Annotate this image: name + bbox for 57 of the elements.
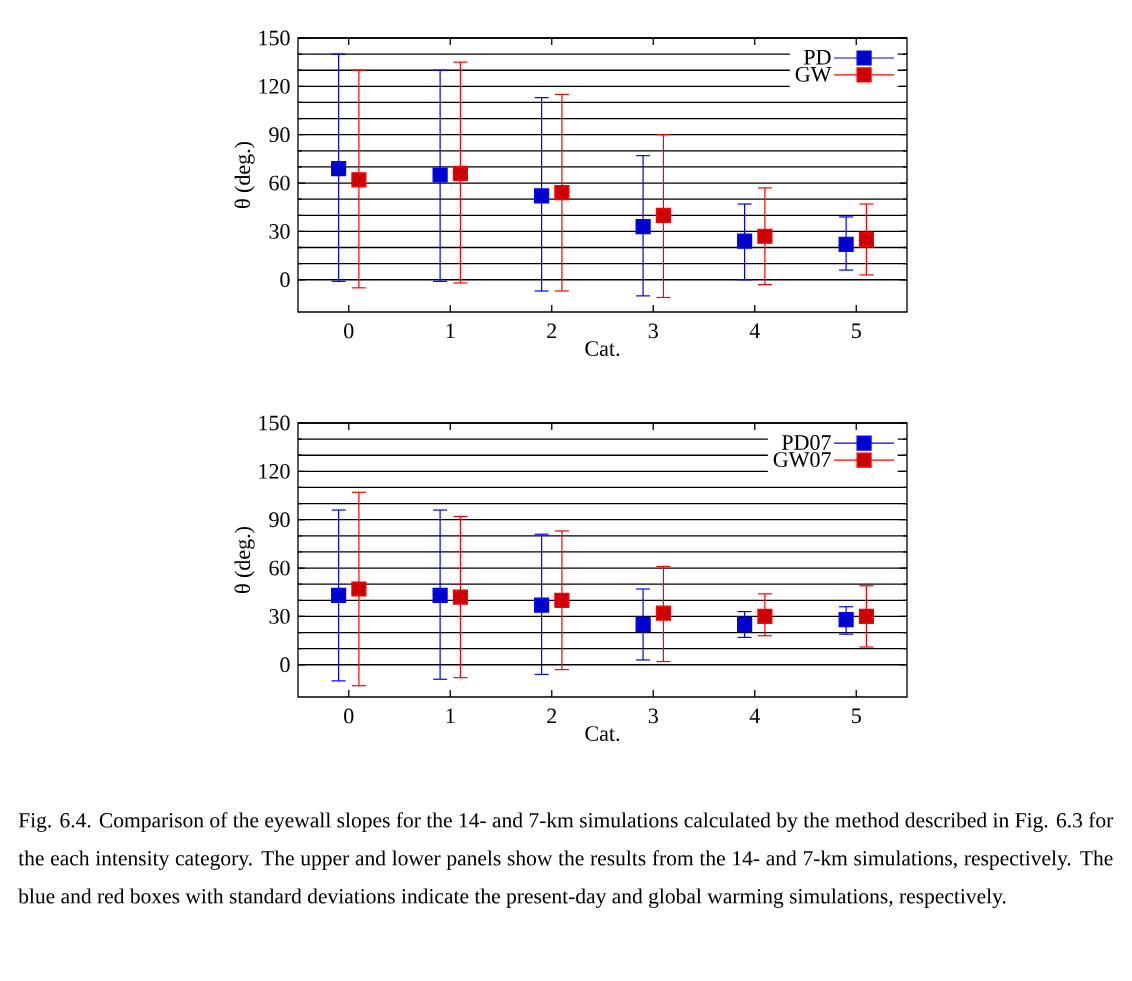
legend-label: PD <box>804 50 831 65</box>
x-axis-title: Cat. <box>585 341 620 357</box>
point <box>331 160 347 177</box>
x-tick-label: 0 <box>344 708 354 724</box>
point <box>534 597 550 613</box>
y-tick-label: 30 <box>269 223 290 239</box>
y-tick-label: 0 <box>280 657 290 673</box>
caption: Fig. 6.4. Comparison of the eyewall slopes for the 14- and 7-km simulations calculated by the method described in Fig. 6.3 for the each intensity category. The upper and lower panels show the results from the 14- and 7-km simulations, respectively. The blue and red boxes with standard deviations indicate the present-day and global warming simulations, respectively. <box>18 812 1114 908</box>
point <box>635 218 651 235</box>
point <box>351 172 367 188</box>
point <box>534 188 550 204</box>
y-tick-label: 90 <box>269 512 290 528</box>
x-tick-label: 1 <box>446 708 455 724</box>
y-tick-label: 60 <box>269 175 290 191</box>
y-tick-label: 0 <box>280 272 290 288</box>
point <box>635 616 651 633</box>
point <box>452 165 468 181</box>
y-tick-label: 150 <box>259 30 290 46</box>
point <box>554 592 570 608</box>
point <box>655 207 672 223</box>
y-tick-label: 120 <box>259 78 290 94</box>
x-tick-label: 5 <box>852 323 861 339</box>
point <box>351 581 367 597</box>
x-tick-label: 3 <box>648 323 658 339</box>
x-tick-label: 2 <box>547 708 557 724</box>
y-tick-label: 150 <box>259 415 290 431</box>
point <box>858 608 875 625</box>
x-tick-label: 4 <box>749 708 760 723</box>
x-tick-label: 0 <box>344 323 354 339</box>
point <box>331 587 347 604</box>
point <box>858 231 875 248</box>
x-axis-title: Cat. <box>585 726 620 742</box>
legend-label: PD07 <box>782 435 831 450</box>
point <box>737 233 753 249</box>
point <box>452 589 468 605</box>
x-tick-label: 4 <box>749 323 760 338</box>
y-axis-title: θ (deg.) <box>234 141 255 208</box>
point <box>432 167 448 183</box>
x-tick-label: 1 <box>446 323 455 339</box>
point <box>737 616 753 633</box>
x-tick-label: 2 <box>547 323 557 339</box>
x-tick-label: 3 <box>648 708 658 724</box>
point <box>432 587 448 604</box>
y-tick-label: 90 <box>269 127 290 143</box>
y-tick-label: 60 <box>269 560 290 576</box>
point <box>757 608 773 625</box>
y-axis-title: θ (deg.) <box>234 526 255 593</box>
y-tick-label: 30 <box>269 608 290 624</box>
point <box>757 228 773 244</box>
x-tick-label: 5 <box>852 708 861 724</box>
legend-label: GW <box>795 66 832 82</box>
point <box>838 236 854 252</box>
y-tick-label: 120 <box>259 463 290 479</box>
point <box>554 185 570 201</box>
point <box>838 612 854 628</box>
point <box>655 605 672 621</box>
legend-label: GW07 <box>773 452 831 468</box>
